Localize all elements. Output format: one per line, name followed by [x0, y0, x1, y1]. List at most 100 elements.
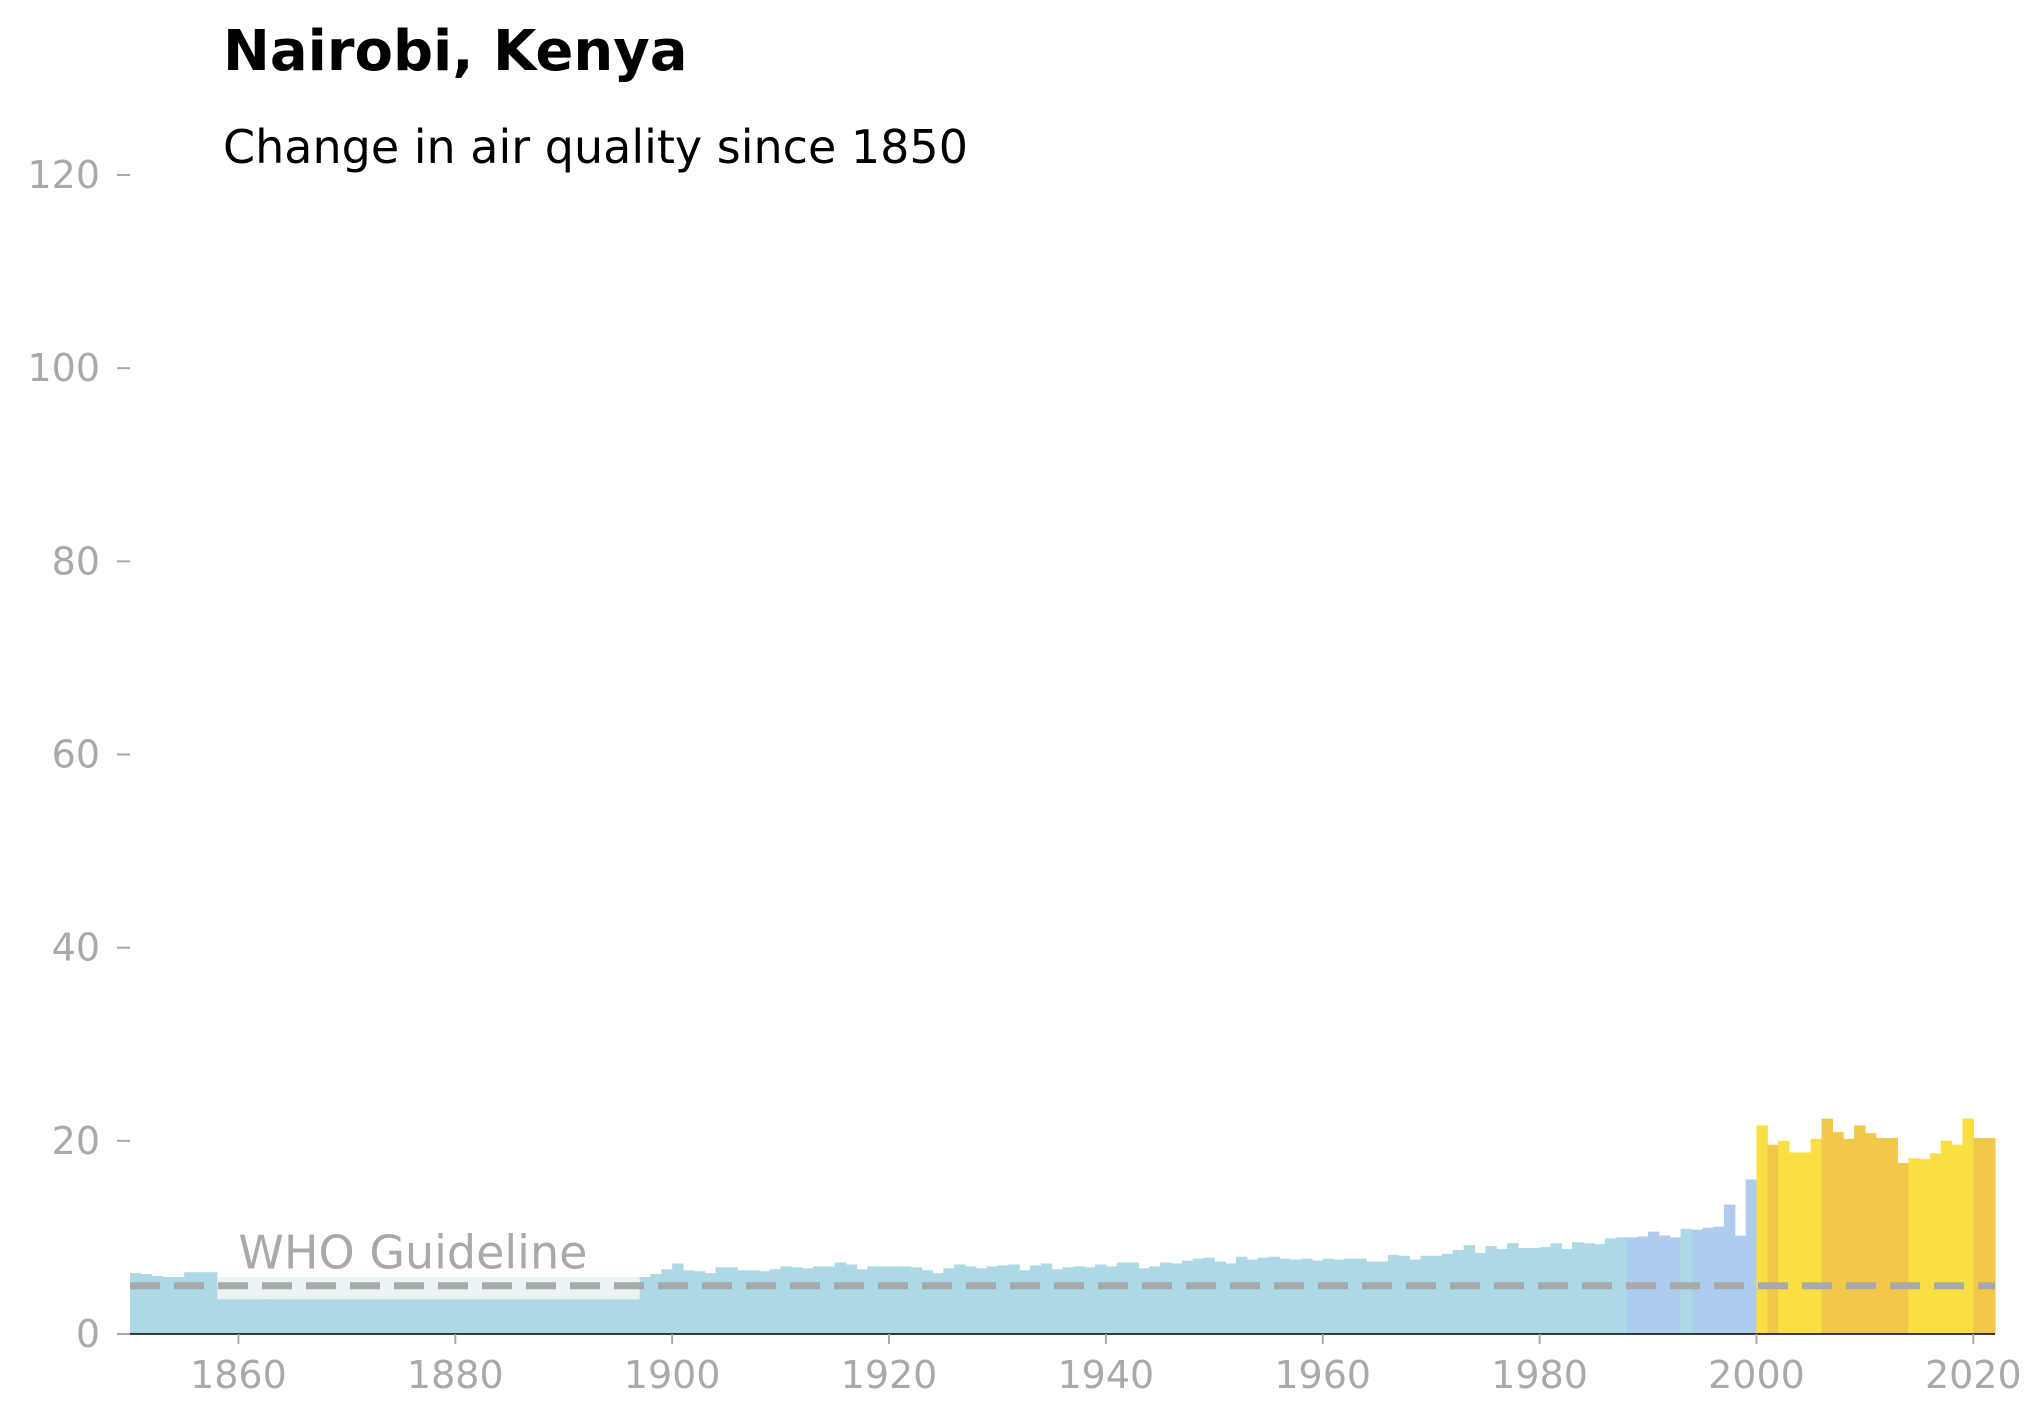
bar-1953: [1246, 1259, 1259, 1334]
bar-1890: [563, 1299, 576, 1334]
y-tick-label-40: 40: [52, 926, 100, 970]
bar-1861: [249, 1299, 261, 1334]
bar-1959: [1311, 1260, 1324, 1334]
y-tick-label-120: 120: [27, 153, 100, 197]
bar-1865: [292, 1299, 305, 1334]
chart-subtitle: Change in air quality since 1850: [223, 120, 968, 174]
bar-1918: [867, 1266, 879, 1334]
bar-1974: [1474, 1252, 1486, 1334]
bar-1970: [1431, 1255, 1443, 1334]
bar-2006: [1821, 1118, 1833, 1334]
bar-1863: [270, 1299, 283, 1334]
bar-1856: [195, 1272, 207, 1334]
bar-1951: [1225, 1263, 1237, 1334]
bar-1934: [1040, 1263, 1053, 1334]
bar-1932: [1019, 1270, 1031, 1334]
bar-1913: [813, 1266, 825, 1334]
bar-1930: [997, 1265, 1009, 1334]
bar-1896: [628, 1299, 641, 1334]
bar-1993: [1680, 1228, 1692, 1334]
bar-1949: [1203, 1257, 1215, 1334]
bar-1927: [964, 1266, 977, 1334]
bar-1864: [281, 1299, 294, 1334]
bar-1884: [498, 1299, 511, 1334]
bar-1897: [639, 1277, 652, 1334]
bar-1852: [151, 1276, 164, 1334]
bar-1978: [1517, 1248, 1530, 1334]
bar-1891: [574, 1299, 587, 1334]
x-tick-label-1940: 1940: [1058, 1353, 1155, 1397]
bar-1922: [910, 1267, 923, 1334]
bar-1987: [1615, 1237, 1627, 1334]
bar-1955: [1268, 1256, 1280, 1334]
bar-1971: [1442, 1253, 1454, 1334]
bar-1870: [346, 1299, 359, 1334]
bar-2005: [1810, 1138, 1823, 1334]
bar-1997: [1723, 1204, 1736, 1334]
bar-1894: [607, 1299, 619, 1334]
bar-1983: [1572, 1242, 1584, 1334]
bar-1938: [1084, 1267, 1096, 1334]
bar-1892: [585, 1299, 597, 1334]
bar-2013: [1897, 1163, 1909, 1334]
bar-1889: [552, 1299, 565, 1334]
bar-1900: [672, 1263, 684, 1334]
bar-1908: [758, 1271, 771, 1334]
bar-1881: [466, 1299, 478, 1334]
bar-1858: [216, 1299, 229, 1334]
bar-2001: [1767, 1144, 1779, 1334]
bar-1860: [238, 1299, 250, 1334]
bar-1871: [357, 1299, 370, 1334]
bar-1995: [1702, 1227, 1714, 1334]
bar-2020: [1973, 1137, 1985, 1334]
bar-1928: [975, 1268, 988, 1334]
bar-1999: [1745, 1179, 1758, 1334]
bar-2015: [1919, 1159, 1931, 1334]
bar-1976: [1496, 1249, 1508, 1334]
bar-1903: [704, 1273, 717, 1334]
bar-1910: [780, 1266, 793, 1334]
bar-1915: [834, 1262, 847, 1334]
bar-2014: [1908, 1158, 1920, 1334]
bar-1859: [227, 1299, 240, 1334]
bar-1851: [140, 1274, 153, 1334]
bar-1883: [487, 1299, 500, 1334]
bar-1879: [444, 1299, 456, 1334]
bar-1873: [379, 1299, 391, 1334]
bar-1906: [737, 1270, 749, 1334]
bar-1876: [411, 1299, 424, 1334]
bar-2004: [1799, 1152, 1812, 1334]
bar-1942: [1127, 1262, 1140, 1334]
bar-1921: [899, 1266, 912, 1334]
bar-2018: [1951, 1144, 1964, 1334]
bar-1916: [845, 1264, 858, 1334]
bar-2019: [1962, 1118, 1974, 1334]
y-tick-label-100: 100: [27, 346, 100, 390]
bar-1980: [1539, 1247, 1552, 1334]
y-tick-label-80: 80: [52, 539, 100, 583]
bar-1961: [1333, 1259, 1346, 1334]
bar-1874: [390, 1299, 402, 1334]
bar-1991: [1658, 1235, 1671, 1334]
bar-1941: [1116, 1262, 1129, 1334]
x-tick-label-1920: 1920: [841, 1353, 938, 1397]
bar-1956: [1279, 1258, 1291, 1334]
bar-1857: [205, 1272, 218, 1334]
bar-1893: [596, 1299, 608, 1334]
bar-1954: [1257, 1257, 1270, 1334]
bar-1968: [1409, 1259, 1421, 1334]
bar-1869: [336, 1299, 348, 1334]
bar-1944: [1149, 1266, 1161, 1334]
bar-1909: [769, 1269, 782, 1334]
bar-1979: [1528, 1248, 1541, 1334]
bar-1982: [1561, 1249, 1573, 1334]
bar-1920: [889, 1266, 901, 1334]
bar-1855: [184, 1272, 196, 1334]
bar-1872: [368, 1299, 380, 1334]
bar-2011: [1875, 1137, 1888, 1334]
bar-1925: [943, 1268, 955, 1334]
bar-1929: [986, 1266, 999, 1334]
chart-title: Nairobi, Kenya: [223, 19, 688, 84]
bar-1966: [1387, 1254, 1400, 1334]
